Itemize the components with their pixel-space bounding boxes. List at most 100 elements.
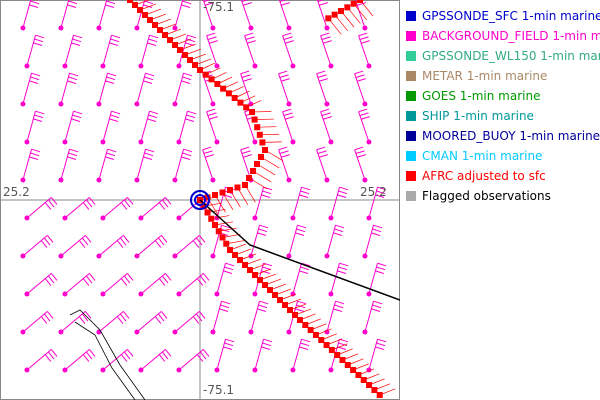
barb-tick: [123, 351, 131, 360]
barb-staff: [278, 149, 290, 181]
barb-tick: [300, 190, 310, 195]
barb-tick: [106, 152, 116, 157]
barb-tick: [338, 342, 348, 347]
barb-staff: [102, 349, 128, 371]
barb-staff: [364, 225, 374, 257]
legend-swatch: [406, 31, 416, 41]
barb-staff: [136, 73, 146, 105]
barb-tick: [165, 273, 172, 281]
afrc-dot: [334, 352, 341, 358]
barb-staff: [326, 225, 336, 257]
barb-staff: [64, 35, 74, 67]
barb-tick: [182, 0, 192, 5]
afrc-dot: [256, 131, 263, 138]
barb-tick: [81, 237, 89, 246]
afrc-dot: [208, 76, 215, 83]
legend-label: BACKGROUND_FIELD 1-min m: [422, 29, 600, 43]
barb-tick: [206, 32, 216, 37]
afrc-dot: [177, 47, 183, 53]
afrc-dot: [254, 161, 260, 167]
coastline: [69, 309, 146, 400]
barb-tick: [372, 304, 382, 309]
barb-tick: [373, 300, 383, 305]
legend-item: CMAN 1-min marine: [406, 146, 600, 166]
afrc-dot: [331, 11, 338, 18]
barb-tick: [202, 146, 212, 151]
barb-tick: [143, 80, 153, 85]
barb-staff: [316, 0, 328, 29]
barb-tick: [120, 202, 128, 210]
barb-tick: [243, 2, 252, 6]
barb-staff: [250, 225, 260, 257]
barb-tick: [333, 232, 343, 237]
axis-label: 25.2: [3, 185, 30, 199]
barb-tick: [323, 116, 332, 120]
barb-tick: [225, 338, 235, 343]
barb-staff: [174, 149, 184, 181]
afrc-dot: [231, 95, 238, 101]
coastline: [74, 321, 136, 400]
barb-tick: [123, 275, 131, 284]
barb-tick: [301, 262, 311, 267]
barb-tick: [375, 346, 385, 351]
barb-staff: [26, 111, 36, 143]
barb-tick: [339, 262, 349, 267]
barb-staff: [140, 273, 166, 295]
barb-tick: [143, 156, 153, 161]
afrc-dot: [162, 32, 168, 38]
barb-tick: [335, 300, 345, 305]
barb-tick: [85, 311, 92, 319]
barb-staff: [140, 111, 150, 143]
afrc-dot: [272, 292, 278, 298]
barb-tick: [73, 110, 83, 115]
barb-tick: [33, 118, 43, 123]
afrc-dot: [157, 27, 163, 33]
barb-staff: [98, 235, 124, 257]
legend-item: GPSSONDE_WL150 1-min mar: [406, 46, 600, 66]
barb-staff: [316, 149, 328, 181]
track: [199, 199, 400, 301]
barb-tick: [78, 316, 86, 324]
barb-tick: [338, 190, 348, 195]
barb-tick: [127, 349, 134, 357]
barb-tick: [357, 154, 366, 158]
afrc-dot: [257, 277, 263, 283]
afrc-dot: [297, 317, 303, 323]
afrc-dot: [259, 139, 266, 146]
barb-tick: [357, 78, 366, 82]
barb-tick: [281, 2, 290, 6]
barb-tick: [377, 262, 387, 267]
barb-tick: [295, 308, 305, 313]
barb-tick: [186, 38, 196, 43]
barb-staff: [254, 187, 264, 219]
barb-staff: [282, 35, 294, 67]
afrc-dot: [237, 99, 244, 106]
afrc-barb: [211, 215, 230, 220]
barb-tick: [68, 76, 78, 81]
barb-tick: [183, 148, 193, 153]
barb-tick: [317, 150, 327, 154]
legend-swatch: [406, 111, 416, 121]
legend-swatch: [406, 71, 416, 81]
afrc-barb: [264, 149, 284, 162]
barb-tick: [196, 354, 204, 362]
afrc-dot: [197, 67, 203, 73]
barb-tick: [161, 311, 168, 319]
barb-tick: [224, 342, 234, 347]
barb-staff: [64, 111, 74, 143]
afrc-dot: [292, 312, 298, 318]
barb-tick: [109, 42, 119, 47]
barb-tick: [148, 38, 158, 43]
afrc-dot: [371, 387, 378, 393]
barb-tick: [376, 266, 386, 271]
barb-staff: [240, 0, 252, 29]
barb-tick: [182, 76, 192, 81]
afrc-dot: [258, 154, 264, 160]
barb-staff: [212, 301, 222, 333]
afrc-dot: [323, 342, 330, 348]
map: -75.1 -75.1 25.2 25.2: [0, 0, 400, 400]
barb-tick: [158, 202, 166, 210]
barb-staff: [278, 73, 290, 105]
barb-staff: [22, 311, 48, 333]
barb-dot: [252, 63, 258, 69]
